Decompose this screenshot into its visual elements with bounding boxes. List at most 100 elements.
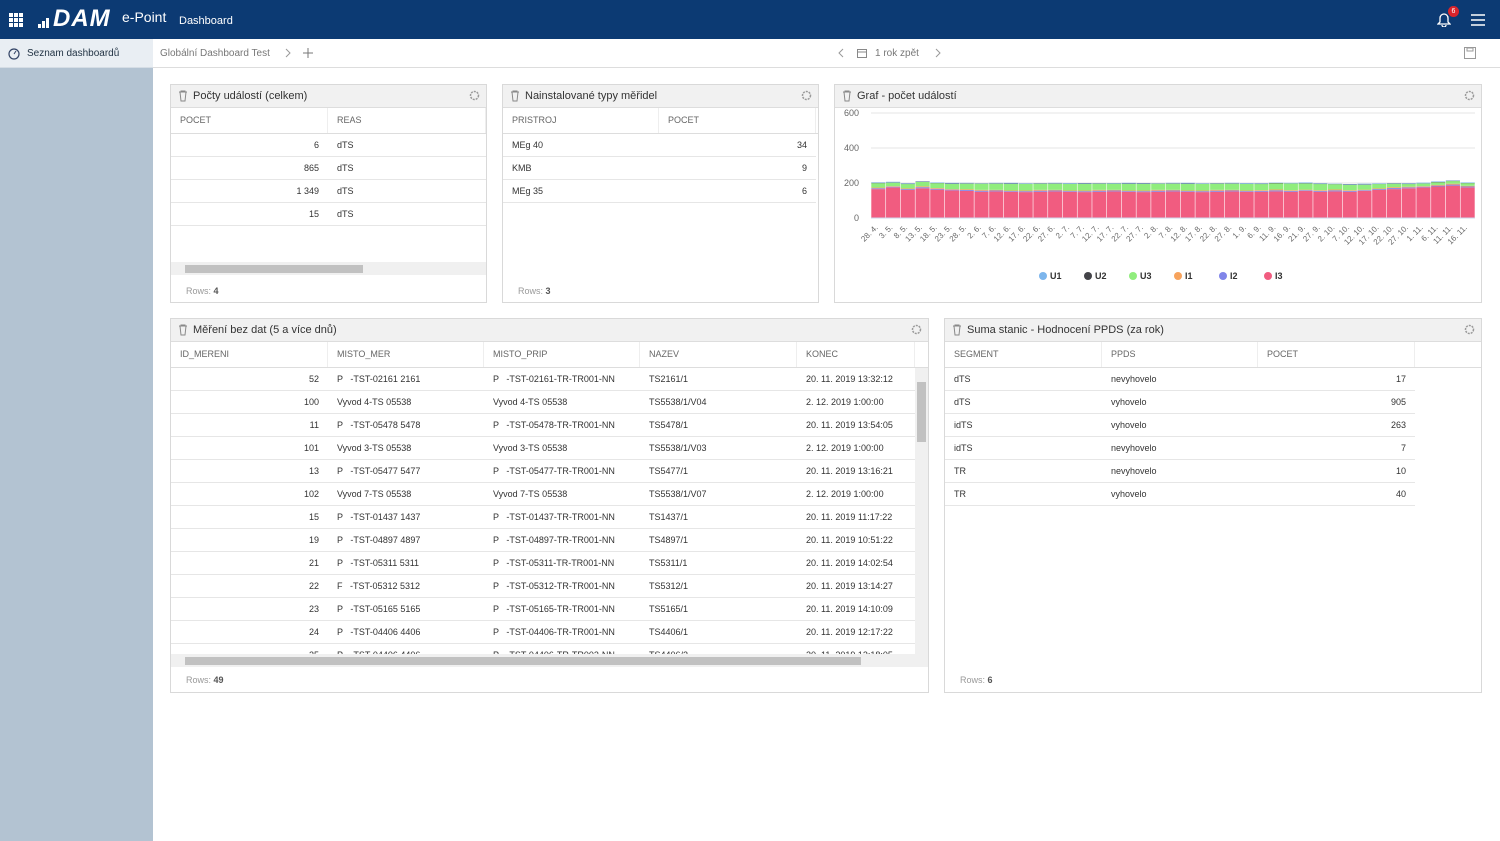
bar-segment: [1254, 190, 1269, 192]
bar-segment: [989, 183, 1004, 190]
x-tick-label: 3. 5.: [877, 223, 894, 240]
bar-segment: [1313, 190, 1328, 192]
x-tick-label: 2. 7.: [1054, 223, 1071, 240]
column-header: POCET: [659, 108, 816, 133]
column-header: MISTO_MER: [328, 342, 484, 367]
table-cell: 24: [308, 627, 319, 637]
bar-segment: [1003, 191, 1019, 218]
legend-label[interactable]: I2: [1230, 271, 1238, 281]
table-cell: P -TST-04406-TR-TR001-NN: [493, 627, 615, 637]
bar-segment: [1224, 191, 1239, 218]
table-cell: dTS: [337, 140, 354, 150]
table-body: 6 dTS 865 dTS 1 349 dTS 15 dTS: [171, 134, 486, 262]
table-cell: P -TST-04406 4406: [328, 644, 484, 654]
bar-segment: [1136, 191, 1151, 193]
sidebar-item[interactable]: Seznam dashboardů: [0, 39, 153, 68]
period-label[interactable]: 1 rok zpět: [875, 48, 919, 59]
bar-segment: [1180, 183, 1195, 191]
table-header: POCET REAS: [171, 108, 486, 134]
table-cell: P -TST-05165-TR-TR001-NN: [493, 604, 615, 614]
table-row: KMB 9: [503, 157, 816, 180]
breadcrumb-chevron: [285, 48, 291, 58]
bar-segment: [1121, 191, 1136, 192]
bar-segment: [1239, 191, 1254, 192]
bar-segment: [1136, 190, 1151, 192]
table-cell: nevyhovelo: [1111, 443, 1157, 453]
bar-segment: [1033, 191, 1048, 218]
gear-shape: [1464, 324, 1475, 335]
bar-segment: [1313, 184, 1328, 191]
y-tick-label: 600: [844, 108, 859, 118]
bar-segment: [1460, 186, 1475, 188]
bar-segment: [886, 187, 901, 218]
settings-icon[interactable]: [1464, 324, 1475, 335]
bar-segment: [1048, 183, 1063, 190]
bar-segment: [1298, 183, 1313, 190]
settings-icon[interactable]: [801, 90, 812, 101]
table-cell: 34: [796, 140, 807, 150]
bar-segment: [1401, 184, 1416, 187]
add-button[interactable]: [303, 48, 313, 58]
bar-segment: [944, 189, 960, 190]
bar-segment: [1121, 190, 1136, 192]
row-count-label: Rows:: [186, 286, 212, 296]
bar-segment: [1033, 190, 1048, 192]
widget-title: Nainstalované typy měřidel: [525, 90, 658, 102]
settings-icon[interactable]: [1464, 90, 1475, 101]
row-count-value: 49: [213, 675, 224, 685]
trash-shape: [953, 324, 961, 336]
table-cell: P -TST-01437 1437: [337, 512, 421, 522]
menu-icon[interactable]: [1471, 14, 1485, 26]
bar-segment: [1062, 191, 1077, 192]
breadcrumb[interactable]: Globální Dashboard Test: [160, 48, 270, 59]
bar-segment: [944, 183, 960, 190]
gear-shape: [469, 90, 480, 101]
widget: Suma stanic - Hodnocení PPDS (za rok) SEG…: [944, 318, 1482, 693]
bar-segment: [1107, 183, 1122, 184]
gear-shape: [801, 90, 812, 101]
widget: Měření bez dat (5 a více dnů) ID_MERENI MI…: [170, 318, 929, 693]
bar-segment: [1180, 191, 1195, 218]
y-tick-label: 0: [854, 213, 859, 223]
bar-segment: [1121, 191, 1136, 218]
next-button[interactable]: [934, 48, 942, 58]
bar-segment: [1018, 190, 1033, 192]
bar-segment: [1460, 185, 1475, 187]
widget: Počty událostí (celkem) POCET REAS 6 dTS 865 d…: [170, 84, 487, 303]
legend-label[interactable]: U2: [1095, 271, 1107, 281]
legend-label[interactable]: U1: [1050, 271, 1062, 281]
apps-icon[interactable]: [9, 13, 23, 27]
table-row: TR vyhovelo 40: [945, 483, 1415, 506]
trash-shape: [511, 90, 519, 102]
bar-segment: [1210, 191, 1225, 218]
settings-icon[interactable]: [911, 324, 922, 335]
bar-segment: [959, 183, 974, 190]
bar-segment: [1431, 181, 1446, 182]
bell-icon[interactable]: [1437, 13, 1451, 27]
x-tick-label: 2. 8.: [1142, 223, 1159, 240]
bar-segment: [1283, 191, 1298, 218]
legend-label[interactable]: I1: [1185, 271, 1193, 281]
bar-segment: [1416, 186, 1431, 188]
bar-segment: [1151, 183, 1166, 190]
table-row: 101 Vyvod 3-TS 05538 Vyvod 3-TS 05538 TS553…: [171, 437, 915, 460]
settings-icon[interactable]: [469, 90, 480, 101]
table-cell: TR: [954, 489, 966, 499]
legend-label[interactable]: I3: [1275, 271, 1283, 281]
bar-segment: [1254, 184, 1269, 191]
bar-segment: [1165, 189, 1181, 191]
bar-segment: [900, 183, 915, 184]
save-icon[interactable]: [1464, 47, 1476, 59]
bar-segment: [1431, 185, 1446, 187]
bar-segment: [1401, 186, 1416, 188]
legend-label[interactable]: U3: [1140, 271, 1152, 281]
prev-button[interactable]: [837, 48, 845, 58]
table-row: 6 dTS: [171, 134, 486, 157]
bar-segment: [1342, 190, 1357, 191]
sidebar-link[interactable]: Seznam dashboardů: [27, 48, 120, 59]
table-row: 15 dTS: [171, 203, 486, 226]
table-cell: 865: [303, 163, 319, 173]
table-cell: KMB: [512, 163, 532, 173]
trash-shape: [179, 324, 187, 336]
scroll-thumb: [185, 265, 363, 273]
